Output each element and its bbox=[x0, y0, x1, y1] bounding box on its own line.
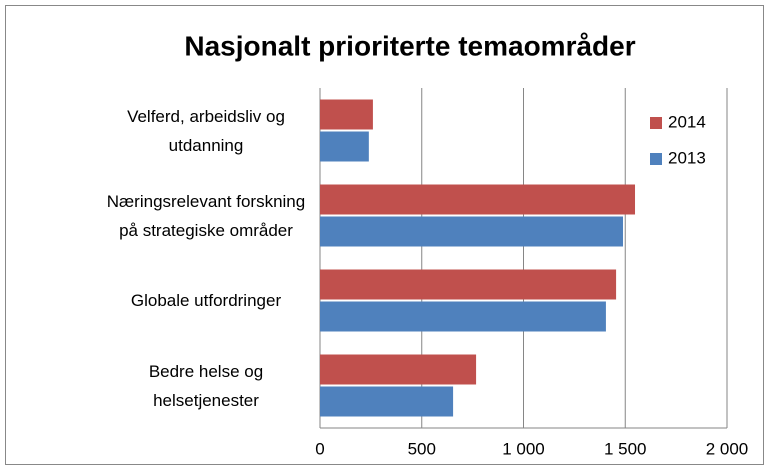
legend-swatch bbox=[650, 153, 662, 165]
legend-label: 2014 bbox=[668, 112, 706, 131]
bar bbox=[320, 131, 369, 162]
bar bbox=[320, 386, 454, 417]
bar bbox=[320, 216, 624, 247]
bar bbox=[320, 354, 477, 385]
x-tick-label: 2 000 bbox=[706, 439, 749, 458]
y-tick-label: Velferd, arbeidsliv og utdanning bbox=[127, 106, 285, 155]
bar bbox=[320, 301, 606, 332]
y-tick-label: Næringsrelevant forskning på strategiske… bbox=[106, 191, 306, 240]
legend-label: 2013 bbox=[668, 148, 706, 167]
y-tick-label: Globale utfordringer bbox=[130, 291, 282, 310]
x-tick-label: 0 bbox=[315, 439, 324, 458]
bar bbox=[320, 99, 373, 130]
bar bbox=[320, 184, 636, 215]
legend-swatch bbox=[650, 117, 662, 129]
chart-title: Nasjonalt prioriterte temaområder bbox=[184, 30, 635, 61]
y-tick-label: Bedre helse og helsetjenester bbox=[148, 361, 264, 410]
x-tick-label: 1 500 bbox=[604, 439, 647, 458]
x-tick-label: 500 bbox=[408, 439, 436, 458]
bar bbox=[320, 269, 617, 300]
x-tick-label: 1 000 bbox=[502, 439, 545, 458]
